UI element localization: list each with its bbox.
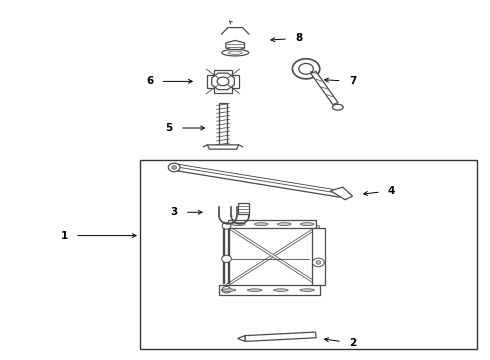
Ellipse shape — [247, 289, 262, 291]
Text: 7: 7 — [349, 76, 356, 86]
Ellipse shape — [228, 51, 242, 54]
Circle shape — [299, 63, 314, 74]
Text: 8: 8 — [295, 33, 302, 43]
Polygon shape — [227, 220, 317, 228]
Polygon shape — [238, 336, 245, 341]
Ellipse shape — [222, 49, 248, 56]
Polygon shape — [207, 145, 239, 149]
Circle shape — [222, 223, 231, 229]
Circle shape — [316, 261, 321, 264]
Ellipse shape — [254, 223, 268, 226]
Text: 2: 2 — [349, 338, 356, 348]
Circle shape — [217, 77, 229, 86]
Ellipse shape — [221, 289, 236, 291]
Polygon shape — [207, 75, 239, 87]
Bar — [219, 103, 227, 148]
Ellipse shape — [332, 104, 343, 110]
Circle shape — [222, 287, 231, 293]
Ellipse shape — [273, 289, 288, 291]
Ellipse shape — [300, 223, 314, 226]
Polygon shape — [331, 187, 352, 200]
Bar — [140, 160, 477, 348]
Polygon shape — [212, 73, 234, 90]
Circle shape — [221, 255, 231, 262]
Text: 5: 5 — [166, 123, 173, 133]
Polygon shape — [312, 228, 325, 285]
Polygon shape — [245, 332, 316, 341]
Circle shape — [168, 163, 180, 172]
Circle shape — [293, 59, 320, 79]
Circle shape — [172, 166, 176, 169]
Ellipse shape — [231, 223, 245, 226]
Polygon shape — [238, 203, 249, 214]
Text: 1: 1 — [61, 231, 68, 240]
Polygon shape — [174, 164, 342, 194]
Text: 4: 4 — [388, 186, 395, 196]
Text: 3: 3 — [171, 207, 178, 217]
Polygon shape — [226, 40, 245, 51]
Ellipse shape — [300, 289, 315, 291]
Polygon shape — [173, 165, 341, 197]
Ellipse shape — [277, 223, 291, 226]
Polygon shape — [311, 71, 338, 105]
Circle shape — [313, 258, 324, 267]
Text: 6: 6 — [146, 76, 153, 86]
Polygon shape — [215, 70, 232, 93]
Polygon shape — [219, 285, 320, 295]
